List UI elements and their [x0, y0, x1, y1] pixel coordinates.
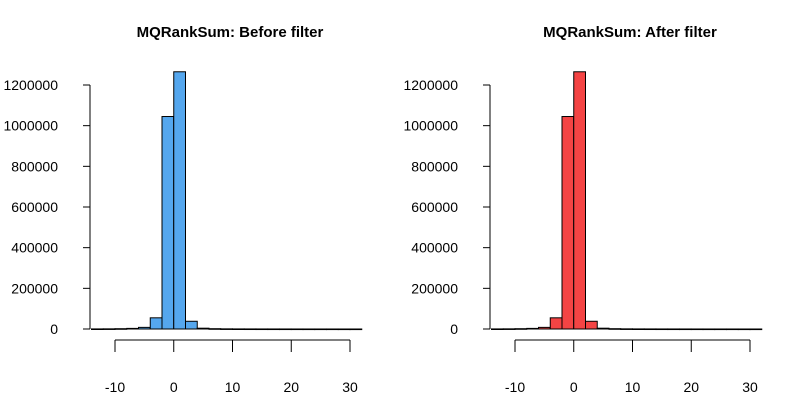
histogram-bar: [538, 326, 551, 330]
histogram-bar: [608, 328, 622, 330]
histogram-bar: [690, 328, 704, 331]
histogram-bar: [502, 328, 516, 330]
histogram-bar: [337, 328, 351, 331]
histogram-bar: [726, 328, 739, 331]
histogram-bar: [561, 116, 575, 330]
y-tick-label: 0: [450, 321, 458, 337]
histogram-bar: [173, 71, 186, 330]
histogram-bar: [302, 328, 316, 331]
y-tick-label: 1200000: [403, 77, 458, 93]
histogram-bar: [243, 328, 257, 331]
y-tick-label: 200000: [11, 280, 58, 296]
y-tick-label: 400000: [411, 240, 458, 256]
histogram-bar: [549, 317, 563, 330]
x-tick-label: 10: [625, 379, 641, 395]
histogram-bar: [114, 328, 128, 330]
chart-title: MQRankSum: After filter: [543, 24, 717, 41]
x-tick-label: 20: [683, 379, 699, 395]
histogram-bar: [643, 328, 657, 331]
histogram-bar: [267, 328, 280, 331]
x-tick-label: 10: [225, 379, 241, 395]
histogram-bar: [702, 328, 716, 331]
histogram-bar: [232, 328, 245, 330]
y-tick-label: 600000: [11, 199, 58, 215]
histogram-bar: [196, 327, 210, 330]
histogram-bar: [491, 328, 504, 330]
chart-title: MQRankSum: Before filter: [137, 24, 324, 41]
histogram-bar: [314, 328, 327, 331]
histogram-bar: [255, 328, 269, 331]
histogram-bar: [514, 328, 528, 330]
histogram-bar: [655, 328, 669, 331]
histogram-bar: [749, 328, 763, 331]
y-tick-label: 600000: [411, 199, 458, 215]
histogram-bar: [526, 327, 539, 330]
x-tick-label: 0: [170, 379, 178, 395]
histogram-bar: [102, 328, 116, 330]
histogram-bar: [585, 320, 598, 330]
histogram-bar: [679, 328, 692, 331]
histogram-bar: [349, 328, 363, 331]
y-tick-label: 1000000: [3, 118, 58, 134]
histogram-bar: [714, 328, 727, 331]
histogram-bar: [620, 328, 633, 330]
histogram-bar: [737, 328, 751, 331]
x-tick-label: 30: [342, 379, 358, 395]
y-tick-label: 800000: [411, 158, 458, 174]
y-tick-label: 0: [50, 321, 58, 337]
histogram-bar: [185, 320, 198, 330]
histogram-bar: [290, 328, 304, 331]
x-tick-label: -10: [505, 379, 525, 395]
histogram-bar: [91, 328, 104, 330]
histogram-bar: [161, 116, 175, 330]
histogram-bar: [279, 328, 292, 331]
histogram-bar: [138, 326, 151, 330]
histogram-bar: [149, 317, 163, 330]
histogram-bar: [573, 71, 586, 330]
x-tick-label: -10: [105, 379, 125, 395]
y-tick-label: 800000: [11, 158, 58, 174]
histogram-bar: [208, 328, 222, 330]
histogram-bar: [220, 328, 233, 330]
histogram-bar: [632, 328, 645, 330]
y-tick-label: 200000: [411, 280, 458, 296]
histogram-bar: [326, 328, 339, 331]
histogram-bar: [596, 327, 610, 330]
x-tick-label: 0: [570, 379, 578, 395]
x-tick-label: 20: [283, 379, 299, 395]
y-tick-label: 400000: [11, 240, 58, 256]
y-tick-label: 1200000: [3, 77, 58, 93]
y-tick-label: 1000000: [403, 118, 458, 134]
histogram-bar: [126, 327, 139, 330]
histogram-panel: MQRankSum: Before filter 0 200000 400000 600…: [3, 24, 363, 395]
histogram-panel: MQRankSum: After filter 0 200000 400000 6000…: [403, 24, 763, 395]
histogram-bar: [667, 328, 680, 331]
x-tick-label: 30: [742, 379, 758, 395]
